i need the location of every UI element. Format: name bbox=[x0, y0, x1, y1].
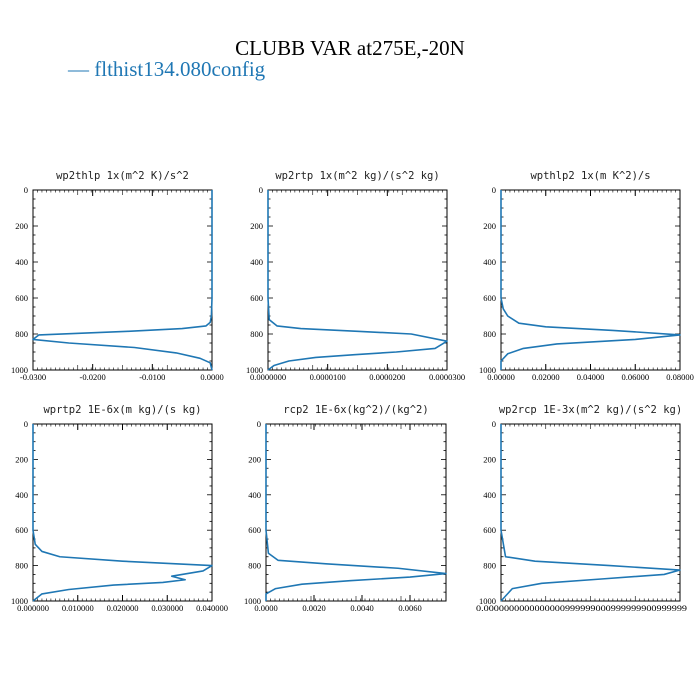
y-tick-label: 200 bbox=[250, 221, 263, 231]
series-line bbox=[32, 190, 213, 371]
series-line bbox=[500, 424, 681, 602]
x-tick-label: -0.0100 bbox=[139, 372, 165, 382]
panel-1: wp2thlp 1x(m^2 K)/s^202004006008001000-0… bbox=[11, 170, 224, 382]
y-tick-label: 1000 bbox=[246, 365, 263, 375]
plot-frame bbox=[265, 423, 447, 602]
x-tick-label: 0.030000 bbox=[151, 603, 183, 613]
y-tick-label: 0 bbox=[259, 185, 263, 195]
x-tick-label: 0.0000 bbox=[200, 372, 223, 382]
x-tick-label: 0.0060 bbox=[398, 603, 421, 613]
panel-title: wprtp2 1E-6x(m kg)/(s kg) bbox=[43, 404, 201, 416]
legend-entry: — flthist134.080config bbox=[68, 57, 266, 81]
x-tick-label: 0.0000300 bbox=[429, 372, 465, 382]
y-tick-label: 0 bbox=[24, 419, 28, 429]
series-line bbox=[265, 424, 447, 601]
x-tick-label: 0.04000 bbox=[577, 372, 605, 382]
y-tick-label: 800 bbox=[483, 329, 496, 339]
x-tick-label: 0.040000 bbox=[196, 603, 228, 613]
plot-frame bbox=[500, 189, 681, 371]
y-tick-label: 600 bbox=[250, 293, 263, 303]
x-tick-label: 0.0000200 bbox=[369, 372, 405, 382]
series-line bbox=[267, 190, 448, 371]
y-tick-label: 0 bbox=[492, 185, 496, 195]
plot-frame bbox=[32, 189, 213, 371]
x-tick-label: 0.00000 bbox=[487, 372, 515, 382]
y-tick-label: 400 bbox=[15, 257, 28, 267]
x-tick-label: -0.0200 bbox=[80, 372, 106, 382]
y-tick-label: 400 bbox=[483, 257, 496, 267]
y-tick-label: 200 bbox=[483, 454, 496, 464]
x-tick-label: 0.010000 bbox=[62, 603, 94, 613]
x-tick-label: 0.08000 bbox=[666, 372, 694, 382]
panel-5: rcp2 1E-6x(kg^2)/(kg^2) 0 200 400 600 800 1000… bbox=[244, 404, 447, 613]
y-tick-label: 200 bbox=[15, 454, 28, 464]
panel-title: wp2thlp 1x(m^2 K)/s^2 bbox=[56, 170, 189, 182]
x-tick-label: 0.0000 bbox=[254, 603, 277, 613]
y-tick-label: 800 bbox=[15, 329, 28, 339]
x-tick-label: 0.0000100 bbox=[310, 372, 346, 382]
y-tick-label: 400 bbox=[248, 490, 261, 500]
x-tick-label: 0.0020 bbox=[302, 603, 325, 613]
y-tick-label: 400 bbox=[250, 257, 263, 267]
page-title: CLUBB VAR at275E,-20N bbox=[235, 36, 465, 60]
y-tick-label: 1000 bbox=[479, 365, 496, 375]
y-tick-label: 1000 bbox=[244, 596, 261, 606]
x-tick-label: 0.0040 bbox=[350, 603, 373, 613]
panel-title: wp2rcp 1E-3x(m^2 kg)/(s^2 kg) bbox=[499, 404, 682, 416]
panel-2: wp2rtp 1x(m^2 kg)/(s^2 kg) 0 200 400 600 800 1… bbox=[246, 170, 465, 382]
y-tick-label: 200 bbox=[483, 221, 496, 231]
panel-6: wp2rcp 1E-3x(m^2 kg)/(s^2 kg)0 200 400 600 8… bbox=[476, 404, 687, 613]
y-tick-label: 0 bbox=[257, 419, 261, 429]
x-tick-label: 0.0000000 bbox=[250, 372, 286, 382]
x-tick-label: 0.020000 bbox=[107, 603, 139, 613]
x-tick-label: -0.0300 bbox=[20, 372, 46, 382]
y-tick-label: 400 bbox=[15, 490, 28, 500]
y-tick-label: 600 bbox=[15, 293, 28, 303]
y-tick-label: 600 bbox=[483, 293, 496, 303]
y-tick-label: 1000 bbox=[11, 596, 28, 606]
x-tick-label-overlap: 0.00000000000000009999990009999999009999… bbox=[476, 603, 687, 613]
y-tick-label: 800 bbox=[15, 561, 28, 571]
y-tick-label: 600 bbox=[248, 525, 261, 535]
series-line bbox=[32, 424, 213, 602]
panel-title: wpthlp2 1x(m K^2)/s bbox=[530, 170, 650, 182]
y-tick-label: 600 bbox=[15, 525, 28, 535]
y-tick-label: 1000 bbox=[11, 365, 28, 375]
x-tick-label: 0.000000 bbox=[17, 603, 49, 613]
x-tick-label: 0.06000 bbox=[621, 372, 649, 382]
plot-frame bbox=[267, 189, 448, 371]
y-tick-label: 1000 bbox=[479, 596, 496, 606]
panel-3: wpthlp2 1x(m K^2)/s 0 200 400 600 800 10000.00… bbox=[479, 170, 694, 382]
y-tick-label: 600 bbox=[483, 525, 496, 535]
panel-title: wp2rtp 1x(m^2 kg)/(s^2 kg) bbox=[275, 170, 439, 182]
y-tick-label: 400 bbox=[483, 490, 496, 500]
x-tick-label: 0.02000 bbox=[532, 372, 560, 382]
panel-4: wprtp2 1E-6x(m kg)/(s kg) 0 200 400 600 800 10… bbox=[11, 404, 228, 613]
y-tick-label: 0 bbox=[492, 419, 496, 429]
y-tick-label: 800 bbox=[248, 561, 261, 571]
y-tick-label: 200 bbox=[248, 454, 261, 464]
y-tick-label: 0 bbox=[24, 185, 28, 195]
y-tick-label: 200 bbox=[15, 221, 28, 231]
panel-title: rcp2 1E-6x(kg^2)/(kg^2) bbox=[283, 404, 428, 416]
series-line bbox=[500, 190, 681, 370]
y-tick-label: 800 bbox=[483, 561, 496, 571]
y-tick-label: 800 bbox=[250, 329, 263, 339]
